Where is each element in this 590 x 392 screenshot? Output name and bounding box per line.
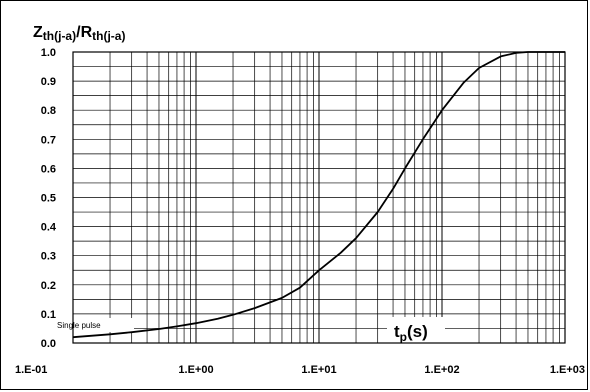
x-tick-label: 1.E+03 — [550, 364, 585, 376]
y-tick-label: 0.3 — [41, 251, 56, 263]
series-line — [72, 51, 565, 339]
y-tick-label: 0.6 — [41, 163, 56, 175]
series-group — [72, 51, 565, 339]
x-tick-label: 1.E-01 — [15, 364, 47, 376]
plot-area-border — [72, 51, 566, 344]
x-tick-label: 1.E+01 — [301, 364, 336, 376]
single-pulse-annotation: Single pulse — [57, 321, 101, 330]
y-tick-label: 0.0 — [41, 338, 56, 350]
y-tick-labels: 0.0 0.1 0.2 0.3 0.4 0.5 0.6 0.7 0.8 0.9 1.0 — [41, 47, 57, 350]
grid — [72, 51, 565, 344]
y-tick-label: 0.1 — [41, 309, 56, 321]
y-tick-label: 0.9 — [41, 76, 56, 88]
y-tick-label: 0.2 — [41, 280, 56, 292]
y-tick-label: 0.4 — [41, 222, 57, 234]
x-tick-labels: 1.E-01 1.E+00 1.E+01 1.E+02 1.E+03 — [15, 364, 585, 376]
y-tick-label: 0.5 — [41, 193, 56, 205]
x-axis-label: tp(s) — [394, 322, 428, 344]
x-tick-label: 1.E+02 — [424, 364, 459, 376]
x-tick-label: 1.E+00 — [178, 364, 213, 376]
y-tick-label: 0.8 — [41, 105, 56, 117]
annotation-background — [50, 318, 134, 332]
y-axis-label: Zth(j-a)/Rth(j-a) — [33, 24, 125, 43]
y-tick-label: 1.0 — [41, 47, 56, 59]
y-tick-label: 0.7 — [41, 134, 56, 146]
x-axis-label-background — [387, 317, 445, 343]
